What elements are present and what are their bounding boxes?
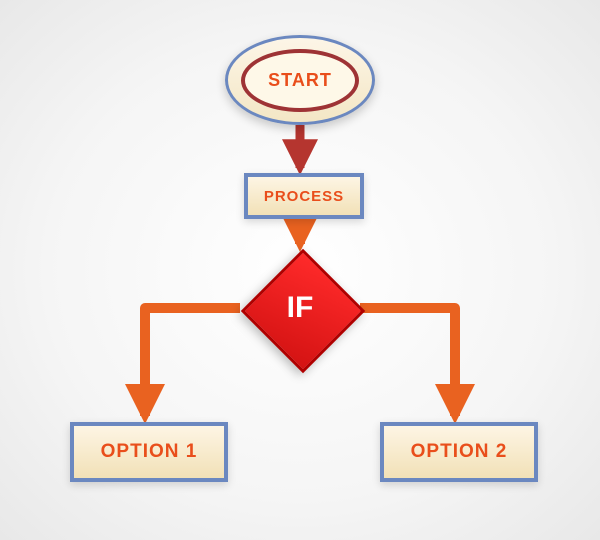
edge-decision-option2	[360, 308, 455, 416]
option2-node: OPTION 2	[380, 422, 538, 482]
start-node: START	[225, 35, 375, 125]
option2-label: OPTION 2	[411, 441, 508, 463]
option1-node: OPTION 1	[70, 422, 228, 482]
start-label: START	[268, 70, 332, 91]
option1-label: OPTION 1	[101, 441, 198, 463]
decision-node: IF	[259, 267, 341, 349]
process-label: PROCESS	[264, 188, 344, 205]
process-node: PROCESS	[244, 173, 364, 219]
decision-label: IF	[287, 291, 314, 325]
edge-decision-option1	[145, 308, 240, 416]
flowchart-canvas: START PROCESS IF OPTION 1 OPTION 2	[0, 0, 600, 540]
